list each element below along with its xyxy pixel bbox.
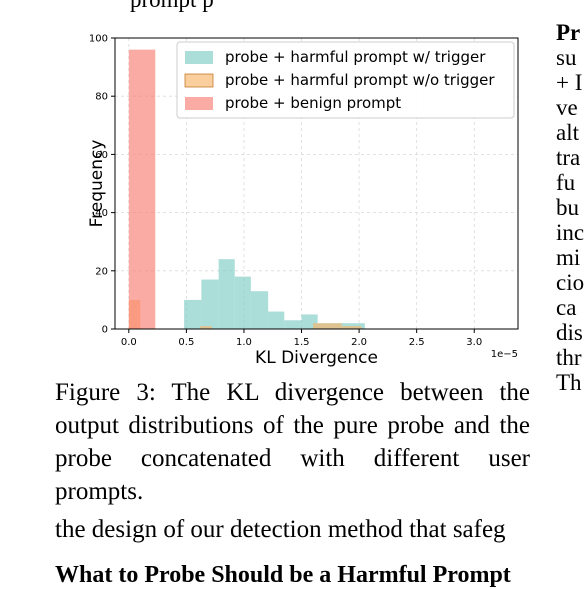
histogram-bars [128, 49, 365, 329]
histogram-bar-series-1 [284, 320, 302, 329]
histogram-bar-series-1 [234, 276, 251, 329]
legend-swatch [185, 51, 213, 64]
x-tick-label: 1.5 [294, 337, 310, 348]
section-heading: What to Probe Should be a Harmful Prompt [55, 562, 511, 588]
side-column-line: cio [556, 270, 585, 295]
side-column-line: fu [556, 170, 576, 195]
histogram-bar-series-2 [341, 326, 362, 329]
side-column-line: mi [556, 245, 581, 270]
y-axis-label: Frequency [87, 140, 107, 228]
kl-divergence-histogram: 0.0 0.5 1.0 1.5 2.0 2.5 3.0 0 20 40 60 80 100 KL Div… [87, 34, 519, 368]
side-column-line: su [556, 45, 577, 70]
y-tick-label: 80 [95, 92, 108, 103]
side-column-line: thr [556, 345, 582, 370]
x-tick-label: 0.0 [121, 337, 137, 348]
legend-label: probe + benign prompt [225, 94, 401, 112]
histogram-bar-series-2 [200, 326, 212, 329]
x-tick-label: 2.0 [351, 337, 367, 348]
histogram-bar-series-1 [201, 279, 219, 329]
side-column-line: tra [556, 145, 581, 170]
x-tick-label: 0.5 [178, 337, 194, 348]
side-column-line: ca [556, 295, 577, 320]
legend-swatch [184, 73, 214, 88]
legend-label: probe + harmful prompt w/ trigger [225, 48, 486, 66]
legend-box [176, 41, 515, 119]
y-tick-label: 40 [95, 208, 108, 219]
x-tick-label: 1.0 [236, 337, 252, 348]
top-cut-text: prompt p [130, 0, 214, 13]
side-column-line: dis [556, 320, 583, 345]
y-tick-label: 60 [95, 150, 108, 161]
axis-ticks: 0.0 0.5 1.0 1.5 2.0 2.5 3.0 0 20 40 60 80 100 [89, 34, 482, 349]
histogram-bar-series-1 [184, 299, 202, 329]
histogram-bar-series-2 [313, 323, 342, 329]
side-column-line: Pr [556, 20, 581, 45]
histogram-bar-series-1 [268, 311, 285, 329]
side-column-line: + I [556, 70, 583, 95]
x-axis-multiplier: 1e−5 [491, 349, 518, 360]
side-column-line: alt [556, 120, 579, 145]
legend: probe + harmful prompt w/ trigger probe +… [176, 41, 515, 119]
body-text-line: the design of our detection method that … [55, 516, 506, 543]
histogram-bar-series-3 [128, 49, 156, 329]
x-tick-label: 2.5 [409, 337, 425, 348]
plot-frame [114, 37, 519, 330]
legend-swatch [185, 97, 213, 110]
histogram-bar-series-1 [250, 291, 269, 329]
side-column-line: Th [556, 370, 582, 395]
x-tick-label: 3.0 [466, 337, 482, 348]
x-axis-label: KL Divergence [255, 348, 378, 368]
y-tick-label: 20 [95, 266, 108, 277]
histogram-bar-series-1 [218, 259, 235, 329]
side-column-line: inc [556, 220, 585, 245]
y-tick-label: 100 [89, 34, 108, 45]
figure-caption: Figure 3: The KL divergence between the … [55, 379, 530, 505]
legend-label: probe + harmful prompt w/o trigger [225, 71, 495, 89]
side-column-line: bu [556, 195, 579, 220]
side-column-line: ve [556, 95, 578, 120]
y-tick-label: 0 [102, 325, 108, 336]
